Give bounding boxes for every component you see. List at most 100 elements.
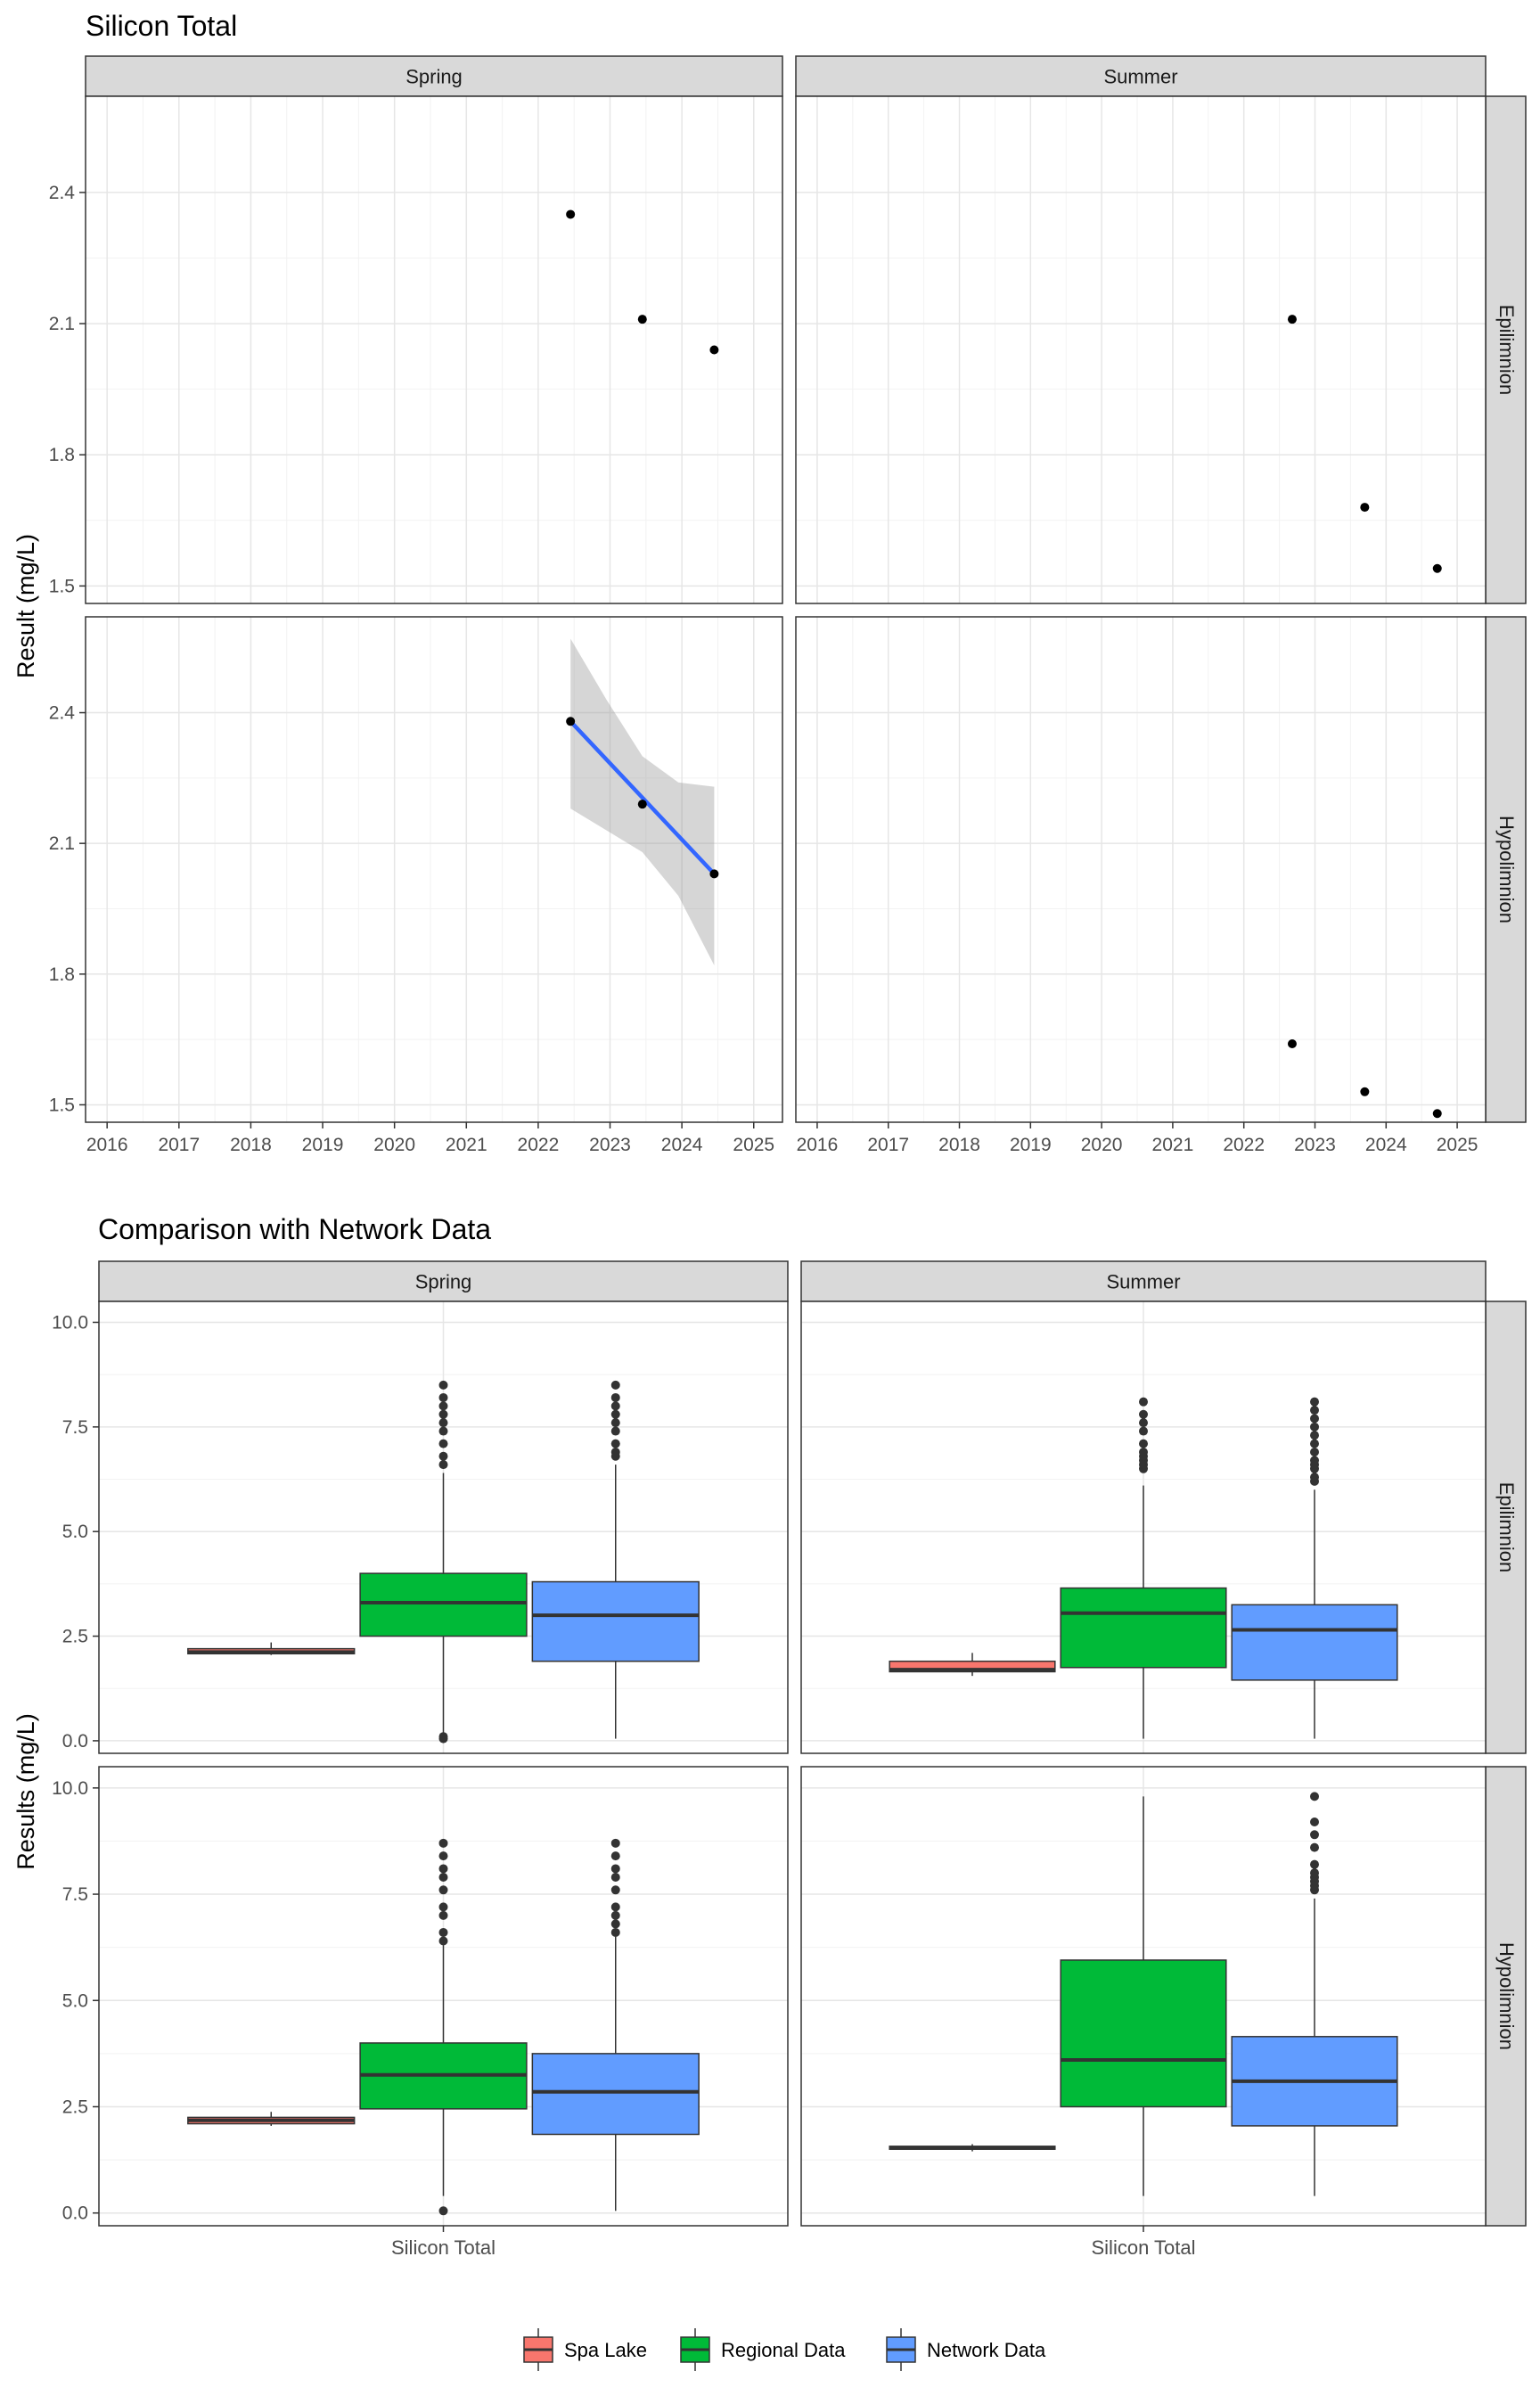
y-tick-label: 10.0 [52, 1778, 88, 1799]
y-tick-label: 0.0 [62, 2203, 88, 2224]
box-panel [800, 1766, 1487, 2227]
x-tick-label: 2017 [867, 1135, 909, 1155]
data-point [637, 800, 647, 809]
box-body [1231, 1604, 1398, 1681]
box-title: Comparison with Network Data [98, 1213, 491, 1245]
outlier-point [438, 1401, 448, 1411]
x-tick-label: 2019 [1010, 1135, 1052, 1155]
scatter-panel [795, 616, 1487, 1123]
legend-label: Spa Lake [564, 2339, 647, 2361]
box-body [1060, 1959, 1227, 2108]
outlier-point [1310, 1830, 1319, 1840]
box-y-axis-label: Results (mg/L) [12, 1713, 39, 1870]
y-tick-label: 7.5 [62, 1884, 88, 1905]
x-tick-label: 2021 [1152, 1135, 1194, 1155]
outlier-point [610, 1885, 620, 1895]
outlier-point [438, 1885, 448, 1895]
outlier-point [610, 1902, 620, 1912]
box-body [531, 1580, 700, 1662]
y-tick-label: 1.8 [49, 964, 75, 985]
outlier-point [1310, 1817, 1319, 1826]
outlier-point [438, 1864, 448, 1874]
facet-strip-label: Spring [415, 1271, 472, 1293]
box-spa-lake [187, 1642, 356, 1655]
box-body [1060, 1587, 1227, 1669]
y-tick-label: 1.8 [49, 445, 75, 465]
legend-label: Regional Data [721, 2339, 846, 2361]
y-tick-label: 5.0 [62, 1522, 88, 1542]
scatter-panel [85, 616, 783, 1123]
outlier-point [1310, 1414, 1319, 1424]
x-tick-label: 2023 [589, 1135, 631, 1155]
x-tick-label: 2016 [797, 1135, 839, 1155]
outlier-point [610, 1392, 620, 1402]
data-point [1287, 1039, 1297, 1049]
box-chart: Spring Summer Epilimnion Hypolimnion 0.0 2.5 5… [52, 1260, 1527, 2259]
scatter-panel [85, 95, 783, 604]
outlier-point [438, 1418, 448, 1428]
outlier-point [438, 1851, 448, 1861]
outlier-point [610, 1838, 620, 1848]
box-body [889, 1660, 1056, 1673]
outlier-point [610, 1448, 620, 1456]
x-tick-label: 2016 [86, 1135, 128, 1155]
x-tick-label: 2021 [446, 1135, 487, 1155]
box-regional-data [1060, 1796, 1227, 2196]
panel-border [800, 1301, 1487, 1754]
facet-strip [85, 55, 783, 97]
legend-entry: Network Data [886, 2328, 1046, 2371]
y-tick-label: 2.5 [62, 2096, 88, 2117]
outlier-point [610, 1401, 620, 1411]
y-tick-label: 10.0 [52, 1312, 88, 1333]
y-tick-label: 2.4 [49, 703, 76, 724]
outlier-point [1139, 1439, 1148, 1448]
legend: Spa Lake Regional Data Network Data [523, 2328, 1046, 2371]
legend-label: Network Data [927, 2339, 1046, 2361]
box-body [531, 2053, 700, 2136]
box-regional-data [1060, 1397, 1227, 1739]
x-tick-label: 2020 [373, 1135, 415, 1155]
panel-border [85, 616, 783, 1123]
outlier-point [610, 1872, 620, 1882]
outlier-point [1310, 1397, 1319, 1407]
panel-border [795, 616, 1487, 1123]
outlier-point [438, 1439, 448, 1448]
outlier-point [438, 1872, 448, 1882]
box-panel [98, 1301, 789, 1754]
facet-strip [795, 55, 1487, 97]
data-point [566, 209, 576, 219]
x-tick-label: Silicon Total [391, 2236, 496, 2259]
data-point [1360, 1087, 1370, 1096]
facet-strip [1485, 1301, 1527, 1754]
data-point [709, 345, 719, 355]
data-point [1287, 315, 1297, 324]
outlier-point [610, 1910, 620, 1920]
x-tick-label: 2024 [1365, 1135, 1407, 1155]
data-point [1432, 1109, 1442, 1119]
box-network-data [531, 1838, 700, 2211]
x-tick-label: 2018 [230, 1135, 272, 1155]
facet-strip-label: Spring [405, 66, 463, 88]
outlier-point [438, 1392, 448, 1402]
outlier-point [1310, 1842, 1319, 1852]
facet-strip-label: Epilimnion [1495, 1482, 1518, 1573]
outlier-point [438, 1732, 448, 1742]
scatter-chart: Spring Summer Epilimnion Hypolimnion 1.5 1.8 2… [49, 55, 1527, 1155]
panel-border [85, 95, 783, 604]
facet-strip [1485, 1766, 1527, 2227]
outlier-point [610, 1851, 620, 1861]
facet-strip-label: Epilimnion [1495, 305, 1518, 396]
outlier-point [1139, 1426, 1148, 1436]
panel-background [86, 96, 782, 603]
outlier-point [1310, 1439, 1319, 1448]
box-spa-lake [187, 2112, 356, 2126]
outlier-point [438, 1936, 448, 1946]
facet-strip [1485, 616, 1527, 1123]
outlier-point [610, 1439, 620, 1448]
outlier-point [610, 1418, 620, 1428]
outlier-point [1310, 1456, 1319, 1465]
y-tick-label: 0.0 [62, 1731, 88, 1752]
box-network-data [1231, 1792, 1398, 2196]
data-point [566, 717, 576, 726]
outlier-point [1139, 1409, 1148, 1419]
